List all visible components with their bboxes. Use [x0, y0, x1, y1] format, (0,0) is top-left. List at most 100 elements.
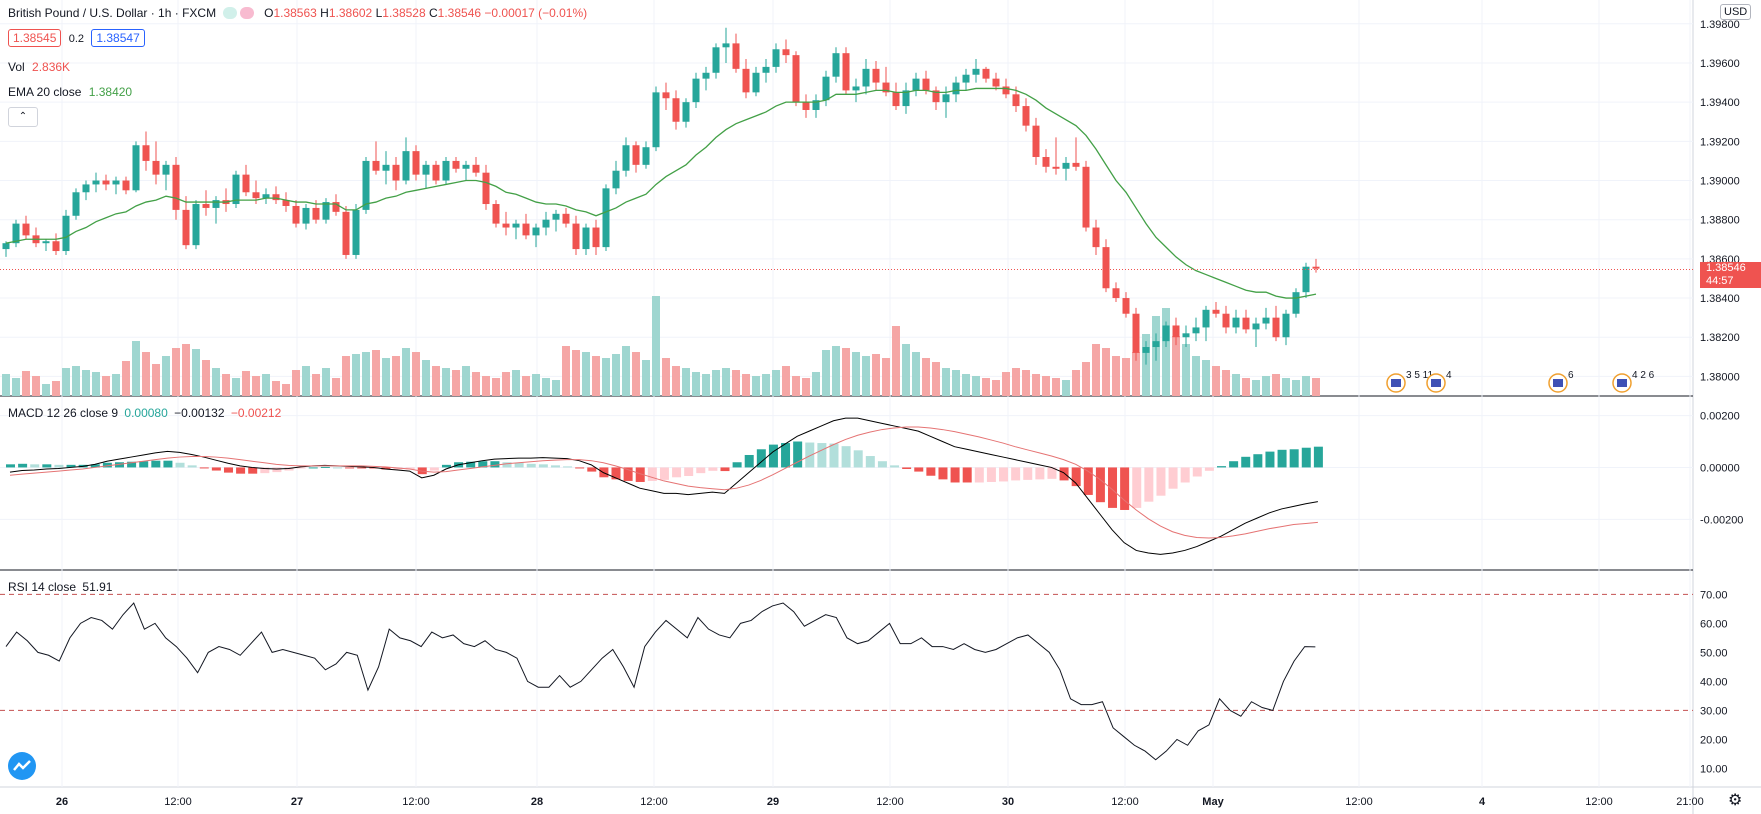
- candle-body[interactable]: [742, 68, 750, 93]
- candle-body[interactable]: [132, 145, 140, 191]
- candle-body[interactable]: [542, 219, 550, 228]
- candle-body[interactable]: [752, 72, 760, 93]
- candle-body[interactable]: [162, 164, 170, 175]
- candle-body[interactable]: [192, 204, 200, 246]
- candle-body[interactable]: [902, 90, 910, 107]
- candle-body[interactable]: [632, 145, 640, 165]
- currency-button[interactable]: USD: [1720, 4, 1752, 20]
- candle-body[interactable]: [1232, 317, 1240, 328]
- candle-body[interactable]: [42, 241, 50, 244]
- candle-body[interactable]: [372, 160, 380, 171]
- candle-body[interactable]: [182, 209, 190, 246]
- candle-body[interactable]: [812, 100, 820, 110]
- rsi-legend[interactable]: RSI 14 close 51.91: [8, 579, 112, 595]
- candle-body[interactable]: [972, 68, 980, 75]
- candle-body[interactable]: [662, 92, 670, 99]
- candle-body[interactable]: [452, 160, 460, 169]
- tradingview-logo-icon[interactable]: [8, 752, 36, 780]
- candle-body[interactable]: [482, 172, 490, 205]
- candle-body[interactable]: [572, 223, 580, 250]
- candle-body[interactable]: [1092, 227, 1100, 248]
- candle-body[interactable]: [1252, 323, 1260, 330]
- candle-body[interactable]: [172, 164, 180, 210]
- candle-body[interactable]: [762, 66, 770, 73]
- candle-body[interactable]: [832, 53, 840, 77]
- candle-body[interactable]: [682, 102, 690, 122]
- candle-body[interactable]: [242, 174, 250, 193]
- candle-body[interactable]: [22, 223, 30, 236]
- candle-body[interactable]: [952, 82, 960, 95]
- candle-body[interactable]: [1272, 317, 1280, 338]
- volume-legend[interactable]: Vol 2.836K: [8, 59, 70, 75]
- candle-body[interactable]: [1222, 313, 1230, 328]
- candle-body[interactable]: [342, 211, 350, 255]
- candle-body[interactable]: [822, 76, 830, 101]
- candle-body[interactable]: [1132, 313, 1140, 353]
- candle-body[interactable]: [702, 72, 710, 79]
- candle-body[interactable]: [302, 207, 310, 224]
- candle-body[interactable]: [1192, 327, 1200, 334]
- candle-body[interactable]: [102, 180, 110, 185]
- candle-body[interactable]: [932, 90, 940, 103]
- candle-body[interactable]: [322, 202, 330, 220]
- candle-body[interactable]: [1072, 162, 1080, 167]
- candle-body[interactable]: [362, 160, 370, 210]
- candle-body[interactable]: [252, 192, 260, 199]
- candle-body[interactable]: [592, 227, 600, 248]
- candle-body[interactable]: [612, 170, 620, 189]
- ema-legend[interactable]: EMA 20 close 1.38420: [8, 84, 132, 100]
- candle-body[interactable]: [672, 98, 680, 122]
- candle-body[interactable]: [112, 180, 120, 185]
- candle-body[interactable]: [472, 164, 480, 173]
- candle-body[interactable]: [1062, 162, 1070, 169]
- macd-legend[interactable]: MACD 12 26 close 9 0.00080 −0.00132 −0.0…: [8, 405, 281, 421]
- candle-body[interactable]: [292, 205, 300, 224]
- sell-button[interactable]: 1.38545: [8, 29, 62, 47]
- candle-body[interactable]: [142, 145, 150, 161]
- candle-body[interactable]: [982, 68, 990, 79]
- candle-body[interactable]: [2, 243, 10, 250]
- candle-body[interactable]: [1312, 266, 1320, 269]
- candle-body[interactable]: [52, 241, 60, 252]
- candle-body[interactable]: [992, 78, 1000, 87]
- collapse-legend-button[interactable]: ⌃: [8, 107, 38, 127]
- symbol-legend[interactable]: British Pound / U.S. Dollar · 1h · FXCM …: [8, 5, 587, 21]
- candle-body[interactable]: [122, 180, 130, 191]
- candle-body[interactable]: [642, 147, 650, 165]
- candle-body[interactable]: [1262, 317, 1270, 324]
- candle-body[interactable]: [422, 164, 430, 175]
- candle-body[interactable]: [152, 160, 160, 175]
- candle-body[interactable]: [392, 164, 400, 181]
- candle-body[interactable]: [782, 49, 790, 56]
- candle-body[interactable]: [922, 78, 930, 91]
- symbol-title[interactable]: British Pound / U.S. Dollar · 1h · FXCM: [8, 6, 217, 20]
- candle-body[interactable]: [1022, 106, 1030, 126]
- candle-body[interactable]: [962, 74, 970, 83]
- candle-body[interactable]: [82, 184, 90, 193]
- candle-body[interactable]: [212, 200, 220, 208]
- candle-body[interactable]: [602, 188, 610, 248]
- candle-body[interactable]: [732, 43, 740, 69]
- candle-body[interactable]: [1292, 292, 1300, 314]
- candle-body[interactable]: [282, 200, 290, 206]
- candle-body[interactable]: [852, 86, 860, 91]
- candle-body[interactable]: [562, 213, 570, 224]
- candle-body[interactable]: [1282, 313, 1290, 338]
- candle-body[interactable]: [1112, 288, 1120, 299]
- candle-body[interactable]: [692, 78, 700, 103]
- candle-body[interactable]: [622, 145, 630, 171]
- candle-body[interactable]: [1032, 125, 1040, 158]
- candle-body[interactable]: [442, 160, 450, 181]
- candle-body[interactable]: [1002, 86, 1010, 95]
- candle-body[interactable]: [1122, 298, 1130, 314]
- candle-body[interactable]: [1052, 166, 1060, 169]
- candle-body[interactable]: [1242, 317, 1250, 330]
- buy-button[interactable]: 1.38547: [91, 29, 145, 47]
- candle-body[interactable]: [62, 215, 70, 252]
- candle-body[interactable]: [942, 94, 950, 103]
- candle-body[interactable]: [262, 194, 270, 199]
- candle-body[interactable]: [1302, 266, 1310, 293]
- candle-body[interactable]: [72, 192, 80, 216]
- candle-body[interactable]: [512, 223, 520, 228]
